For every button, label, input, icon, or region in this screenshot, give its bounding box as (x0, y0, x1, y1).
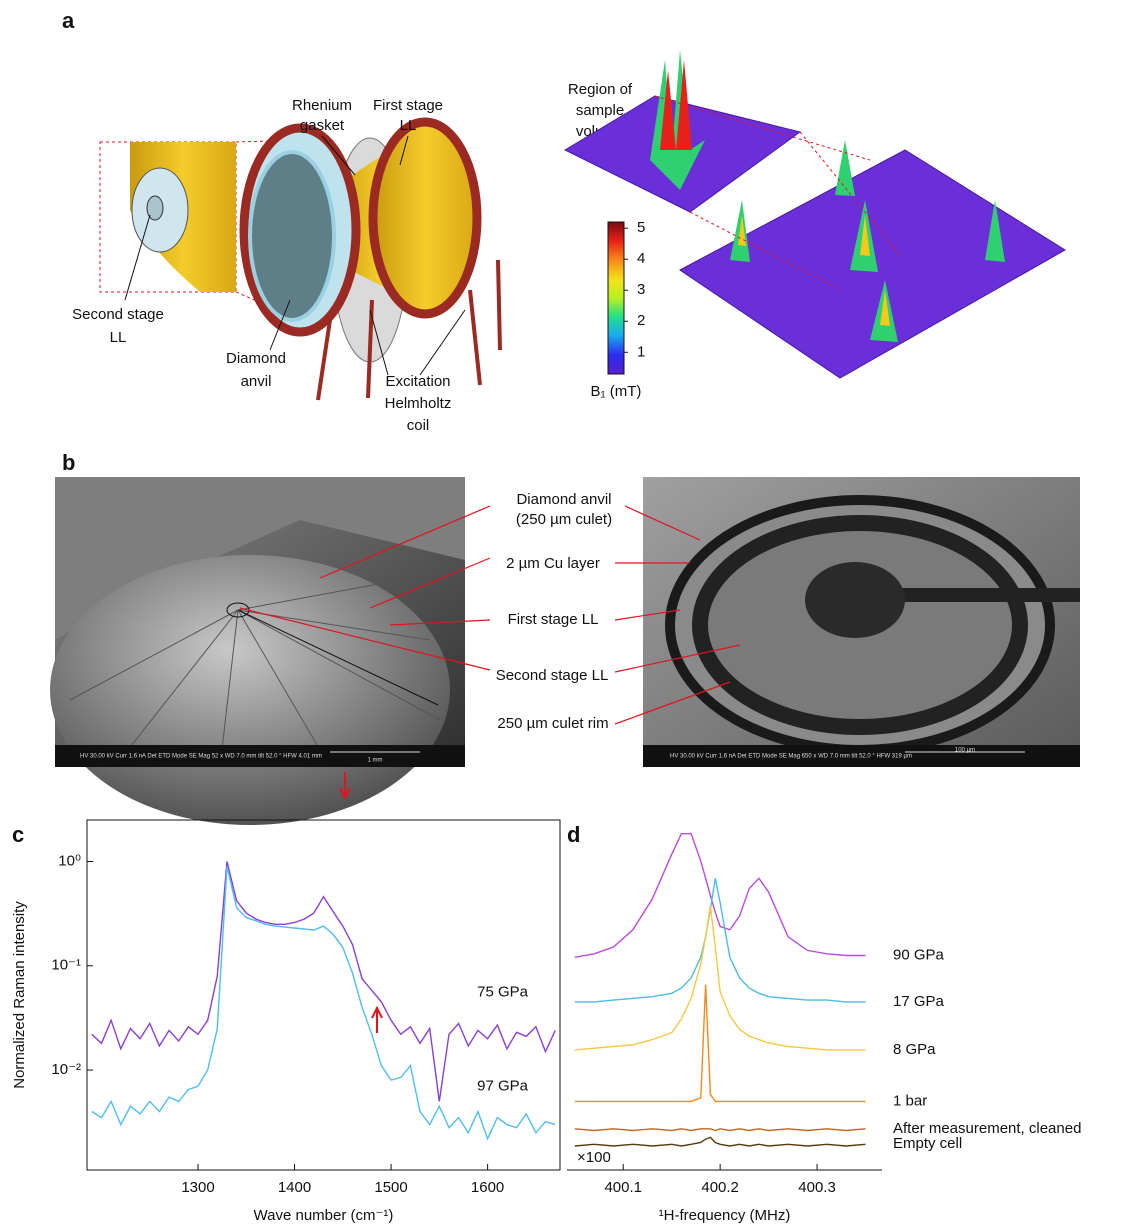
sem-left: HV 30.00 kV Curr 1.6 nA Det ETD Mode SE … (50, 477, 465, 825)
series-line (574, 984, 866, 1103)
arrows (339, 772, 383, 1033)
y-axis-label: Normalized Raman intensity (11, 901, 28, 1089)
label: gasket (300, 117, 345, 134)
x-tick-label: 1300 (181, 1179, 214, 1196)
coil-right (368, 117, 482, 319)
slot (880, 588, 1080, 602)
series-label: 90 GPa (893, 947, 945, 964)
series-label: 97 GPa (477, 1078, 529, 1095)
x-tick-label: 400.1 (604, 1179, 642, 1196)
label: Region of (568, 81, 633, 98)
info-bar (55, 745, 465, 767)
label: Second stage LL (496, 667, 609, 684)
panel-label: a (62, 8, 75, 33)
facets (69, 579, 441, 768)
spike (660, 60, 692, 150)
field-map (563, 50, 1066, 379)
x-tick-label: 400.3 (798, 1179, 836, 1196)
series-label: After measurement, cleaned (893, 1120, 1081, 1137)
lead (237, 609, 439, 706)
series-line (574, 1128, 866, 1132)
colorbar-tick-label: 4 (637, 250, 645, 267)
x-tick-label: 1500 (374, 1179, 407, 1196)
label: Diamond (226, 350, 286, 367)
y-tick-label: 10⁻² (51, 1061, 81, 1078)
inset-center (146, 195, 164, 221)
y-tick-label: 10⁻¹ (51, 957, 81, 974)
colorbar-tick-label: 2 (637, 312, 645, 329)
device-drawing (99, 117, 502, 401)
label: First stage (373, 97, 443, 114)
culet (50, 555, 450, 825)
panel-label: d (567, 822, 580, 847)
panel-label: b (62, 450, 75, 475)
sem-right: HV 30.00 kV Curr 1.6 nA Det ETD Mode SE … (643, 477, 1080, 767)
colorbar: 1 2 3 4 5 (607, 219, 645, 375)
colorbar-tick-label: 1 (637, 343, 645, 360)
callout-lines (239, 505, 741, 725)
info-bar (643, 745, 1080, 767)
label: 250 µm culet rim (497, 715, 608, 732)
colorbar-bar (607, 221, 625, 375)
colorbar-tick-label: 5 (637, 219, 645, 236)
sem-callouts: Diamond anvil (250 µm culet) 2 µm Cu lay… (239, 491, 741, 732)
axes-frame (86, 819, 561, 1171)
label: Helmholtz (385, 395, 452, 412)
second-stage (805, 562, 905, 638)
series-line (91, 866, 556, 1141)
zoom-lines (654, 95, 901, 291)
device-labels: Rhenium gasket First stage LL Second sta… (72, 81, 633, 434)
label: sample (576, 102, 624, 119)
series-label: 17 GPa (893, 993, 945, 1010)
coil-leads (316, 259, 502, 401)
diamond-anvil (248, 150, 336, 322)
panel-label: c (12, 822, 24, 847)
label: Second stage (72, 306, 164, 323)
gasket-surface (55, 477, 465, 640)
x-axis-label: Wave number (cm⁻¹) (254, 1207, 394, 1224)
label: LL (110, 329, 127, 346)
scale-text: 100 µm (955, 748, 975, 754)
x-tick-label: 400.2 (701, 1179, 739, 1196)
series-line (574, 833, 866, 958)
label: (250 µm culet) (516, 511, 612, 528)
colorbar-tick-label: 3 (637, 281, 645, 298)
leader-lines (124, 135, 466, 376)
series-line (91, 861, 556, 1102)
label: Rhenium (292, 97, 352, 114)
series-line (574, 878, 866, 1003)
series-line (574, 1136, 866, 1147)
label: anvil (241, 373, 272, 390)
charts: 75 GPa 97 GPa 1300 1400 1500 1600 10⁰ 10⁻¹ 10⁻² W… (11, 819, 1081, 1224)
colorbar-label: B₁ (mT) (591, 383, 642, 400)
y-tick-label: 10⁰ (58, 852, 81, 869)
x-axis-label: ¹H-frequency (MHz) (659, 1207, 791, 1224)
series-label: Empty cell (893, 1135, 962, 1152)
label: coil (407, 417, 430, 434)
series-line (574, 905, 866, 1051)
scale-text: 1 mm (368, 758, 383, 764)
label: LL (400, 117, 417, 134)
series-label: 75 GPa (477, 983, 529, 1000)
annotation: ×100 (577, 1149, 611, 1166)
label: First stage LL (508, 611, 599, 628)
label: 2 µm Cu layer (506, 555, 600, 572)
label: Diamond anvil (516, 491, 611, 508)
spike (650, 50, 705, 190)
info-text: HV 30.00 kV Curr 1.6 nA Det ETD Mode SE … (80, 754, 322, 760)
x-tick-label: 1600 (471, 1179, 504, 1196)
series-label: 1 bar (893, 1092, 927, 1109)
x-tick-label: 1400 (278, 1179, 311, 1196)
series-label: 8 GPa (893, 1041, 936, 1058)
info-text: HV 30.00 kV Curr 1.6 nA Det ETD Mode SE … (670, 754, 912, 760)
label: Excitation (385, 373, 450, 390)
